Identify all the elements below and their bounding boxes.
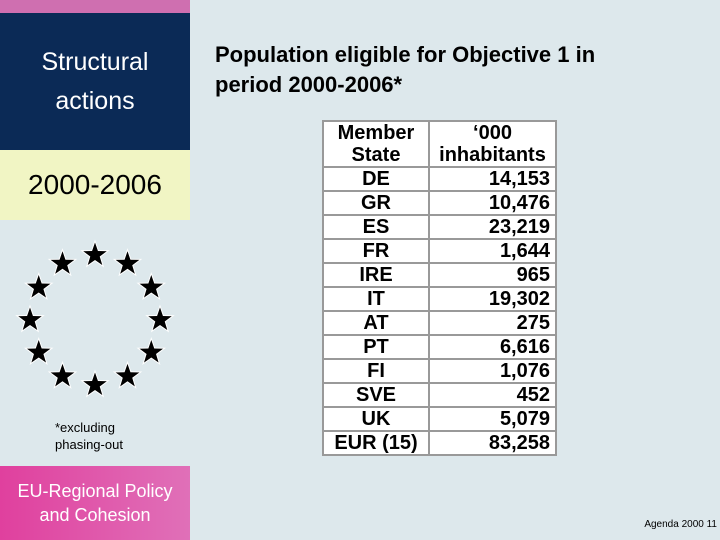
table-row: IT 19,302 (322, 286, 557, 312)
star (113, 249, 142, 276)
state-cell: SVE (322, 382, 430, 408)
population-cell: 1,644 (428, 238, 557, 264)
state-cell: FI (322, 358, 430, 384)
footer-box: EU-Regional Policy and Cohesion (0, 466, 190, 540)
column-header: Member State (322, 120, 430, 168)
population-cell: 10,476 (428, 190, 557, 216)
star (16, 305, 44, 332)
population-cell: 1,076 (428, 358, 557, 384)
star (48, 361, 77, 389)
state-cell: IT (322, 286, 430, 312)
table-row: DE 14,153 (322, 166, 557, 192)
table-row: AT 275 (322, 310, 557, 336)
state-cell: FR (322, 238, 430, 264)
slide-title: Population eligible for Objective 1 in p… (215, 42, 596, 97)
state-cell: AT (322, 310, 430, 336)
section-box: Structural actions (0, 13, 190, 150)
table-row: GR 10,476 (322, 190, 557, 216)
star (137, 338, 166, 365)
state-cell: DE (322, 166, 430, 192)
star (113, 361, 142, 389)
star (81, 370, 109, 397)
column-header: ‘000 inhabitants (428, 120, 557, 168)
table-row: IRE 965 (322, 262, 557, 288)
state-cell: GR (322, 190, 430, 216)
top-strip (0, 0, 190, 13)
table-row: FR 1,644 (322, 238, 557, 264)
footer-title: EU-Regional Policy and Cohesion (17, 481, 173, 525)
period: 2000-2006 (28, 169, 162, 200)
page-label: Agenda 2000 11 (644, 519, 717, 530)
star (24, 273, 53, 300)
star (48, 249, 77, 276)
population-cell: 965 (428, 262, 557, 288)
star (81, 240, 109, 267)
section-title: Structural actions (41, 47, 149, 115)
eu-stars (16, 240, 174, 397)
state-cell: EUR (15) (322, 430, 430, 456)
table-row: UK 5,079 (322, 406, 557, 432)
population-cell: 275 (428, 310, 557, 336)
star (137, 273, 166, 300)
table-row: ES 23,219 (322, 214, 557, 240)
table-row: FI 1,076 (322, 358, 557, 384)
population-cell: 14,153 (428, 166, 557, 192)
star (24, 338, 53, 365)
state-cell: PT (322, 334, 430, 360)
population-cell: 452 (428, 382, 557, 408)
population-cell: 23,219 (428, 214, 557, 240)
star (146, 305, 174, 332)
state-cell: ES (322, 214, 430, 240)
table-row: PT 6,616 (322, 334, 557, 360)
period-box: 2000-2006 (0, 150, 190, 220)
state-cell: IRE (322, 262, 430, 288)
population-cell: 6,616 (428, 334, 557, 360)
header-row: Member State ‘000 inhabitants (322, 120, 557, 168)
table-row: SVE 452 (322, 382, 557, 408)
state-cell: UK (322, 406, 430, 432)
population-cell: 5,079 (428, 406, 557, 432)
data-table: Member State ‘000 inhabitants DE 14,153 GR 10… (322, 120, 557, 456)
footnote: *excluding phasing-out (55, 420, 123, 452)
population-cell: 83,258 (428, 430, 557, 456)
table-row: EUR (15) 83,258 (322, 430, 557, 456)
population-cell: 19,302 (428, 286, 557, 312)
